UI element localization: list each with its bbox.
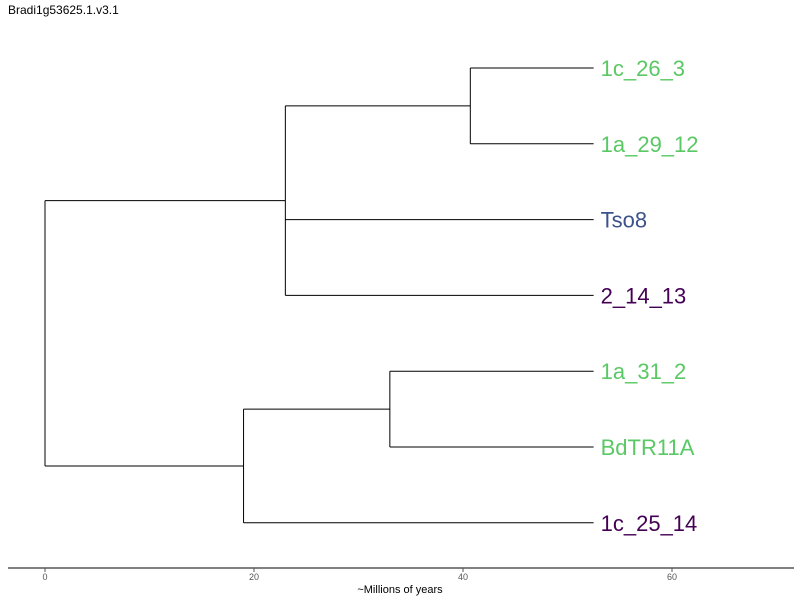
tree-leaf-labels: 1c_26_3 1a_29_12 Tso8 2_14_13 1a_31_2 BdTR11A…: [601, 56, 699, 536]
leaf-label-1a_29_12: 1a_29_12: [601, 132, 699, 157]
x-axis-label: ~Millions of years: [357, 584, 443, 596]
leaf-label-tso8: Tso8: [601, 208, 647, 233]
x-tick-label-40: 40: [458, 572, 468, 582]
x-tick-label-0: 0: [42, 572, 47, 582]
x-tick-label-20: 20: [249, 572, 259, 582]
leaf-label-1c_25_14: 1c_25_14: [601, 511, 698, 536]
tree-branches: [44, 67, 594, 524]
leaf-label-1a_31_2: 1a_31_2: [601, 359, 687, 384]
leaf-label-2_14_13: 2_14_13: [601, 283, 687, 308]
x-tick-label-60: 60: [667, 572, 677, 582]
leaf-label-bdtr11a: BdTR11A: [601, 435, 695, 460]
x-axis-ticks: 0 20 40 60: [42, 568, 677, 582]
x-axis: 0 20 40 60 ~Millions of years: [8, 567, 794, 596]
page-title: Bradi1g53625.1.v3.1: [8, 3, 119, 17]
leaf-label-1c_26_3: 1c_26_3: [601, 56, 685, 81]
